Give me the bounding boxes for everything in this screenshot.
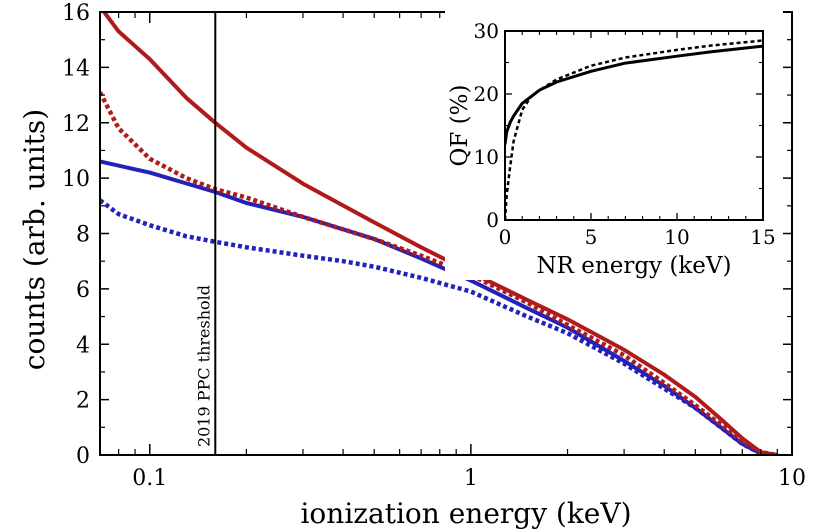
series-blue-dotted	[100, 198, 778, 455]
y-tick-label: 10	[62, 167, 90, 192]
inset-x-tick-label: 5	[585, 225, 598, 249]
inset-x-tick-label: 15	[750, 225, 775, 249]
y-tick-label: 6	[76, 278, 90, 303]
inset-plot: 0 10 20 30 0 5 10 15 NR energy (keV) QF (%)	[445, 6, 783, 280]
y-tick-label: 8	[76, 223, 90, 248]
y-tick-label: 16	[62, 1, 90, 26]
inset-y-tick-label: 10	[474, 145, 499, 169]
y-tick-label: 0	[76, 444, 90, 469]
y-tick-label: 14	[62, 56, 90, 81]
inset-background	[445, 6, 783, 280]
x-tick-label: 10	[778, 466, 806, 491]
inset-y-tick-label: 30	[474, 19, 499, 43]
inset-x-tick-label: 10	[664, 225, 689, 249]
inset-series-QF-dotted	[505, 39, 763, 220]
inset-x-axis-label: NR energy (keV)	[537, 253, 732, 279]
threshold-label: 2019 PPC threshold	[194, 285, 213, 447]
x-tick-label: 0.1	[132, 466, 167, 491]
x-axis-label: ionization energy (keV)	[300, 497, 631, 529]
inset-y-axis-label: QF (%)	[447, 85, 473, 167]
y-tick-label: 4	[76, 333, 90, 358]
inset-x-tick-label: 0	[499, 225, 512, 249]
y-axis-label: counts (arb. units)	[18, 109, 51, 370]
inset-y-tick-label: 0	[486, 208, 499, 232]
y-tick-label: 12	[62, 112, 90, 137]
x-tick-label: 1	[464, 466, 478, 491]
y-tick-label: 2	[76, 389, 90, 414]
inset-y-tick-label: 20	[474, 82, 499, 106]
